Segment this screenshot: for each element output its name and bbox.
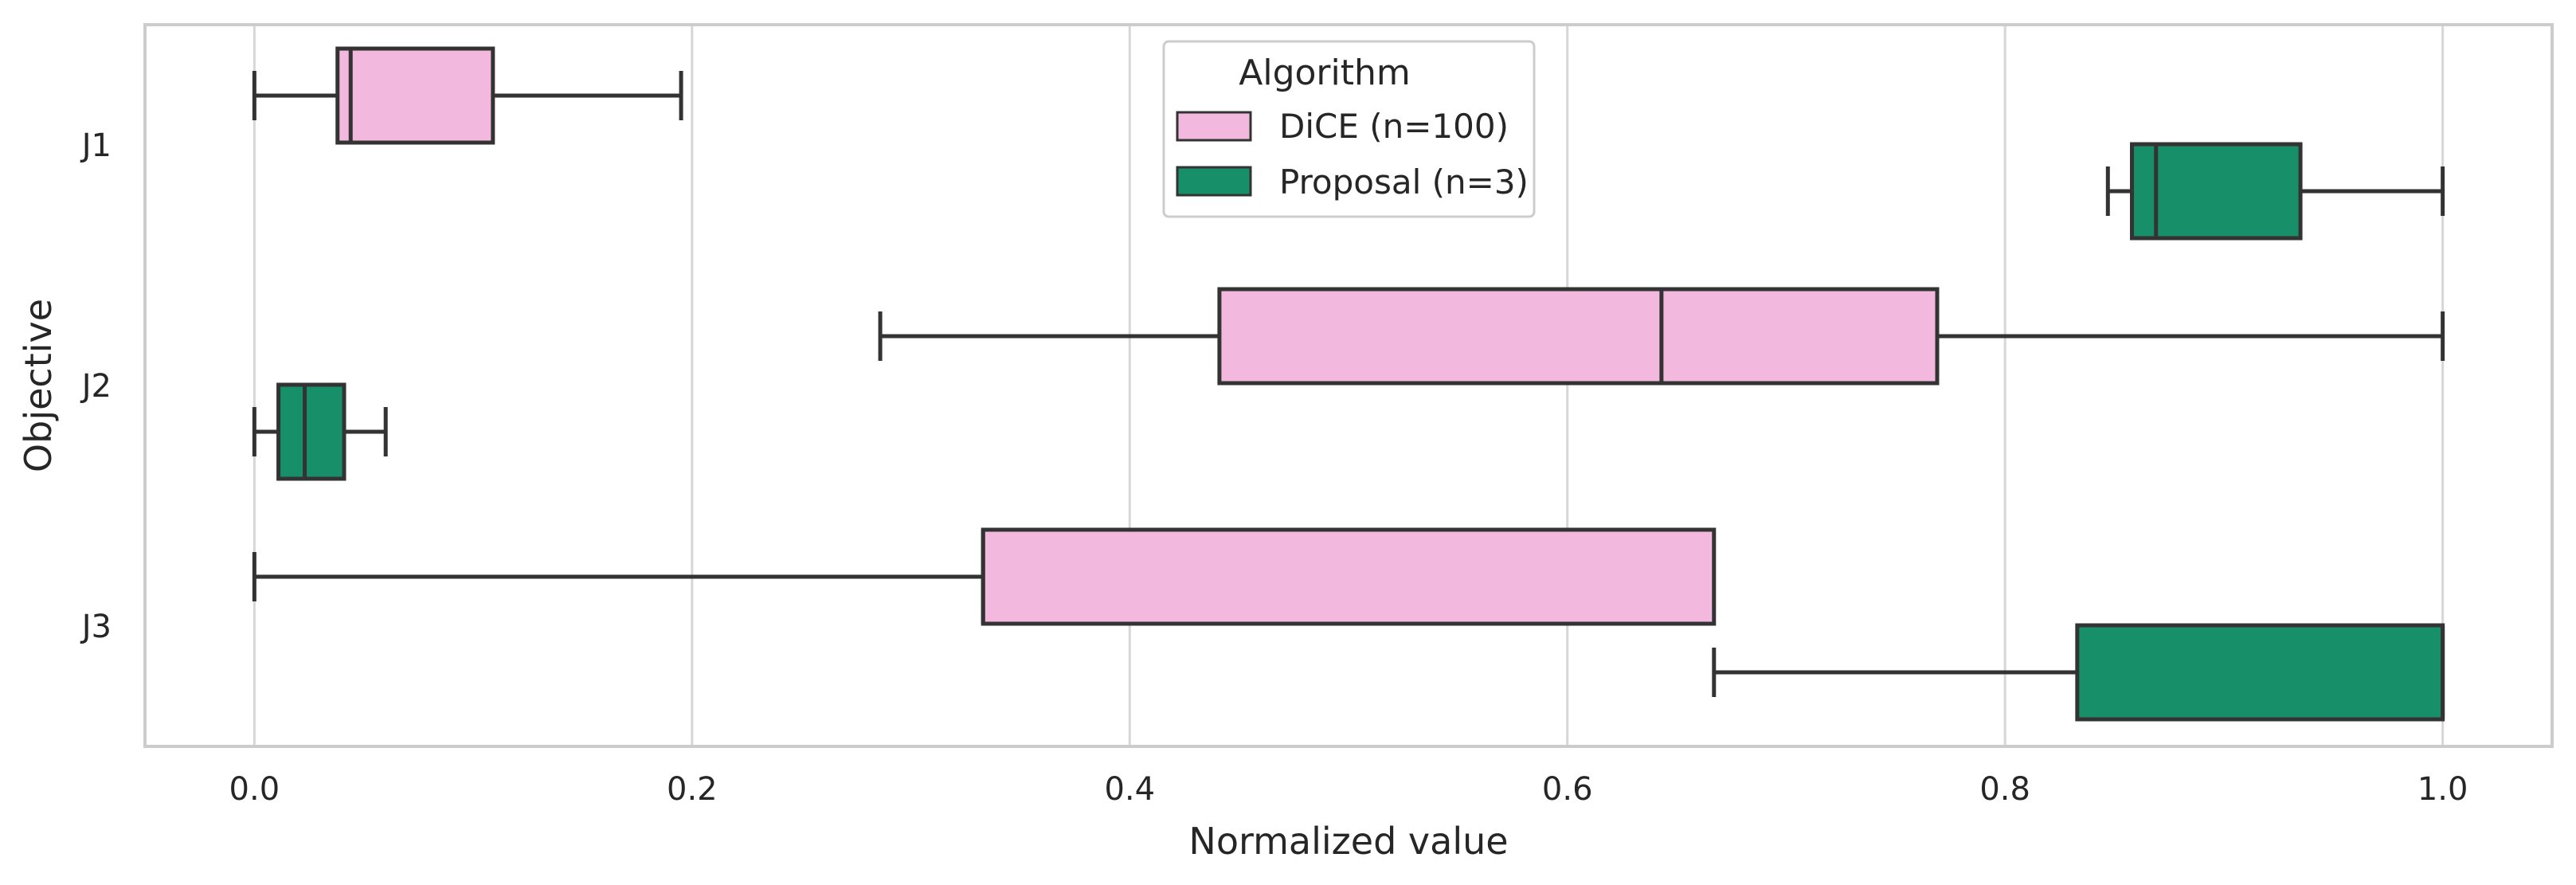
y-category-label: J2 <box>80 368 112 405</box>
box-iqr <box>335 46 495 145</box>
y-category-labels: J1 J2 J3 <box>80 127 112 645</box>
legend-label-dice: DiCE (n=100) <box>1279 107 1509 146</box>
x-tick-label: 0.2 <box>667 771 718 808</box>
x-tick-label: 0.0 <box>229 771 280 808</box>
box-group <box>252 382 388 481</box>
x-tick-label: 0.6 <box>1542 771 1593 808</box>
box-group <box>878 287 2445 386</box>
box-iqr <box>2130 142 2303 241</box>
box-iqr <box>2075 623 2445 722</box>
legend-title: Algorithm <box>1239 53 1411 93</box>
x-tick-label: 0.8 <box>1979 771 2030 808</box>
box-group <box>252 527 1717 626</box>
x-tick-labels: 0.0 0.2 0.4 0.6 0.8 1.0 <box>229 771 2468 808</box>
y-category-label: J1 <box>80 127 112 164</box>
box-iqr <box>1217 287 1940 386</box>
y-category-label: J3 <box>80 609 112 645</box>
legend-swatch-dice <box>1176 111 1252 142</box>
legend-label-proposal: Proposal (n=3) <box>1279 163 1529 202</box>
box-group <box>1712 623 2445 722</box>
grid-layer <box>253 25 2445 746</box>
boxes-layer <box>252 46 2445 722</box>
x-tick-label: 0.4 <box>1104 771 1155 808</box>
plot-area-frame <box>143 23 2554 748</box>
legend-frame <box>1162 40 1536 218</box>
x-tick-label: 1.0 <box>2417 771 2468 808</box>
y-axis-label: Objective <box>17 299 60 472</box>
box-group <box>2105 142 2445 241</box>
box-iqr <box>276 382 346 481</box>
box-iqr <box>981 527 1717 626</box>
legend: Algorithm DiCE (n=100) Proposal (n=3) <box>1162 40 1536 218</box>
box-group <box>252 46 683 145</box>
x-axis-label: Normalized value <box>1188 820 1508 863</box>
legend-swatch-proposal <box>1176 166 1252 197</box>
